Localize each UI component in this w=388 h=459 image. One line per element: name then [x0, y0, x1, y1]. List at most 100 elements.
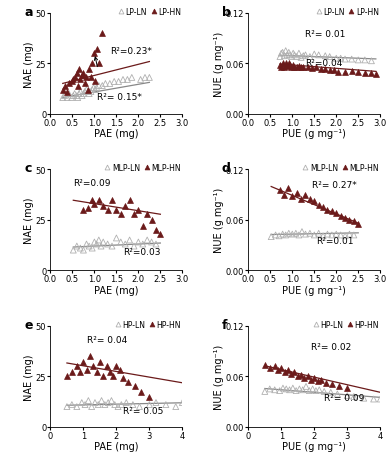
Point	[105, 399, 111, 406]
Point	[135, 207, 142, 214]
Point	[311, 51, 317, 59]
Point	[66, 91, 72, 98]
Legend: MLP-LN, MLP-HN: MLP-LN, MLP-HN	[104, 164, 181, 173]
Point	[318, 376, 324, 384]
Point	[163, 401, 169, 409]
Point	[283, 386, 289, 393]
Point	[91, 201, 97, 208]
Point	[305, 65, 311, 72]
Point	[336, 382, 342, 389]
Point	[322, 67, 328, 74]
Point	[74, 95, 81, 102]
Point	[74, 403, 80, 410]
Legend: HP-LN, HP-HN: HP-LN, HP-HN	[114, 320, 181, 329]
Point	[310, 386, 316, 393]
Point	[115, 403, 121, 410]
Point	[320, 233, 326, 240]
Point	[96, 237, 102, 244]
Point	[76, 91, 82, 98]
Point	[327, 54, 333, 61]
Point	[338, 213, 344, 220]
Point	[74, 363, 80, 370]
Point	[99, 83, 106, 90]
Point	[303, 383, 309, 390]
Point	[118, 239, 124, 246]
Point	[80, 71, 87, 78]
Point	[272, 363, 278, 370]
Point	[96, 83, 102, 90]
Point	[362, 57, 368, 64]
Point	[91, 239, 97, 246]
Point	[132, 383, 138, 390]
Point	[323, 380, 329, 387]
Point	[368, 58, 374, 65]
Point	[272, 386, 278, 394]
Point	[299, 229, 305, 236]
Point	[79, 73, 85, 80]
Legend: LP-LN, LP-HN: LP-LN, LP-HN	[118, 7, 181, 17]
Point	[318, 67, 324, 74]
Point	[286, 50, 292, 57]
Point	[179, 399, 185, 406]
Legend: LP-LN, LP-HN: LP-LN, LP-HN	[315, 7, 379, 17]
Point	[300, 64, 307, 71]
Point	[290, 385, 296, 392]
Point	[286, 230, 292, 237]
Point	[142, 74, 148, 82]
Point	[277, 387, 283, 394]
Point	[92, 87, 99, 94]
Point	[361, 395, 367, 402]
Point	[296, 63, 302, 70]
Point	[96, 61, 102, 68]
Point	[294, 54, 300, 61]
Point	[355, 221, 361, 228]
Point	[285, 185, 291, 192]
X-axis label: PUE (g mg⁻¹): PUE (g mg⁻¹)	[282, 442, 346, 451]
Point	[281, 191, 288, 199]
Point	[137, 403, 143, 410]
Point	[278, 50, 284, 58]
Point	[61, 83, 68, 90]
Point	[83, 87, 90, 94]
Point	[335, 69, 341, 76]
Legend: MLP-LN, MLP-HN: MLP-LN, MLP-HN	[302, 164, 379, 173]
Point	[373, 72, 379, 79]
Point	[94, 46, 100, 54]
Text: R²=0.23*: R²=0.23*	[110, 47, 152, 56]
Point	[90, 84, 97, 92]
Text: b: b	[222, 6, 231, 19]
Point	[262, 388, 268, 395]
Text: R²= 0.04: R²= 0.04	[87, 335, 127, 344]
Point	[64, 89, 70, 96]
Y-axis label: NUE (g mg⁻¹): NUE (g mg⁻¹)	[214, 188, 224, 253]
Point	[334, 391, 341, 398]
X-axis label: PAE (mg): PAE (mg)	[94, 442, 139, 451]
Point	[99, 397, 105, 404]
Y-axis label: NAE (mg): NAE (mg)	[24, 197, 35, 244]
Text: R²=0.01: R²=0.01	[317, 237, 354, 246]
Point	[74, 83, 81, 90]
Point	[327, 67, 333, 74]
Point	[126, 196, 133, 204]
Point	[279, 50, 286, 57]
Point	[74, 71, 80, 78]
Point	[279, 231, 286, 238]
X-axis label: PUE (g mg⁻¹): PUE (g mg⁻¹)	[282, 129, 346, 139]
Point	[107, 81, 113, 88]
Point	[282, 48, 289, 55]
Point	[305, 373, 311, 380]
Point	[338, 232, 344, 239]
Point	[268, 234, 274, 241]
Point	[298, 196, 304, 203]
Point	[122, 241, 128, 248]
Point	[157, 231, 163, 238]
Point	[66, 81, 72, 88]
Point	[315, 202, 322, 209]
Point	[100, 239, 106, 246]
Point	[70, 93, 76, 100]
Point	[153, 227, 159, 234]
Point	[68, 95, 74, 102]
Point	[118, 401, 125, 409]
Point	[281, 53, 288, 60]
Point	[71, 74, 78, 82]
